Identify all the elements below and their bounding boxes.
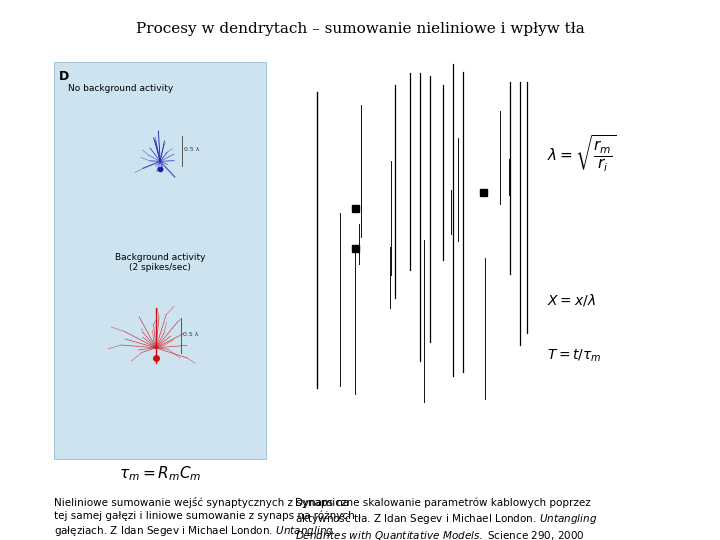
Text: $\lambda = \sqrt{\dfrac{r_m}{r_i}}$: $\lambda = \sqrt{\dfrac{r_m}{r_i}}$	[547, 133, 616, 174]
Text: Background activity
(2 spikes/sec): Background activity (2 spikes/sec)	[115, 253, 205, 272]
Text: $\tau_m = R_m C_m$: $\tau_m = R_m C_m$	[119, 464, 202, 483]
Text: 0.5 λ: 0.5 λ	[184, 147, 199, 152]
Bar	[54, 62, 266, 459]
Text: $X = x/\lambda$: $X = x/\lambda$	[547, 292, 596, 308]
Text: No background activity: No background activity	[68, 84, 174, 93]
Text: Dynamiczne skalowanie parametrów kablowych poprzez
aktywność tła. Z Idan Segev i: Dynamiczne skalowanie parametrów kablowy…	[295, 497, 598, 540]
Polygon shape	[352, 245, 359, 252]
Text: $T = t/\tau_m$: $T = t/\tau_m$	[547, 348, 602, 364]
Text: D: D	[59, 70, 69, 83]
Text: Procesy w dendrytach – sumowanie nieliniowe i wpływ tła: Procesy w dendrytach – sumowanie nielini…	[135, 22, 585, 36]
Text: 0.5 λ: 0.5 λ	[183, 332, 199, 337]
Polygon shape	[352, 205, 359, 212]
Polygon shape	[480, 189, 487, 196]
Text: Nieliniowe sumowanie wejść synaptycznych z synaps na
tej samej gałęzi i liniowe : Nieliniowe sumowanie wejść synaptycznych…	[54, 497, 355, 540]
